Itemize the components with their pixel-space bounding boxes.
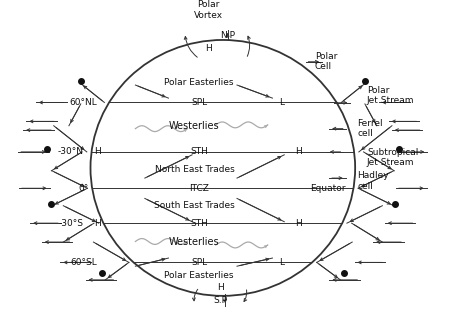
Text: Westerlies: Westerlies: [169, 121, 220, 131]
Text: 0°: 0°: [78, 184, 88, 193]
Text: H: H: [205, 44, 212, 53]
Text: H: H: [94, 147, 101, 156]
Text: N.P: N.P: [220, 31, 235, 40]
Text: Hadley
cell: Hadley cell: [357, 171, 389, 191]
Text: SPL: SPL: [191, 258, 207, 267]
Text: Ferrel
cell: Ferrel cell: [357, 119, 383, 138]
Text: Equator: Equator: [310, 184, 346, 193]
Text: 60°NL: 60°NL: [70, 98, 98, 107]
Text: -30°S: -30°S: [58, 219, 83, 228]
Text: L: L: [279, 98, 284, 107]
Text: SPL: SPL: [191, 98, 207, 107]
Text: Westerlies: Westerlies: [169, 237, 220, 247]
Text: Polar
Cell: Polar Cell: [315, 52, 337, 72]
Text: Polar
Vortex: Polar Vortex: [194, 0, 223, 19]
Text: STH: STH: [190, 219, 208, 228]
Text: 60°SL: 60°SL: [71, 258, 98, 267]
Text: H: H: [217, 283, 224, 292]
Text: Polar
Jet Stream: Polar Jet Stream: [367, 85, 414, 105]
Text: Subtropical
Jet Stream: Subtropical Jet Stream: [367, 148, 419, 167]
Text: H: H: [295, 147, 302, 156]
Text: S.P: S.P: [213, 296, 228, 305]
Text: North East Trades: North East Trades: [155, 165, 234, 174]
Text: ITCZ: ITCZ: [189, 184, 209, 193]
Text: -30°N: -30°N: [57, 147, 83, 156]
Text: L: L: [279, 258, 284, 267]
Text: Polar Easterlies: Polar Easterlies: [164, 271, 234, 280]
Text: STH: STH: [190, 147, 208, 156]
Text: South East Trades: South East Trades: [154, 201, 235, 210]
Text: H: H: [295, 219, 302, 228]
Text: Polar Easterlies: Polar Easterlies: [164, 78, 234, 87]
Text: H: H: [94, 219, 101, 228]
